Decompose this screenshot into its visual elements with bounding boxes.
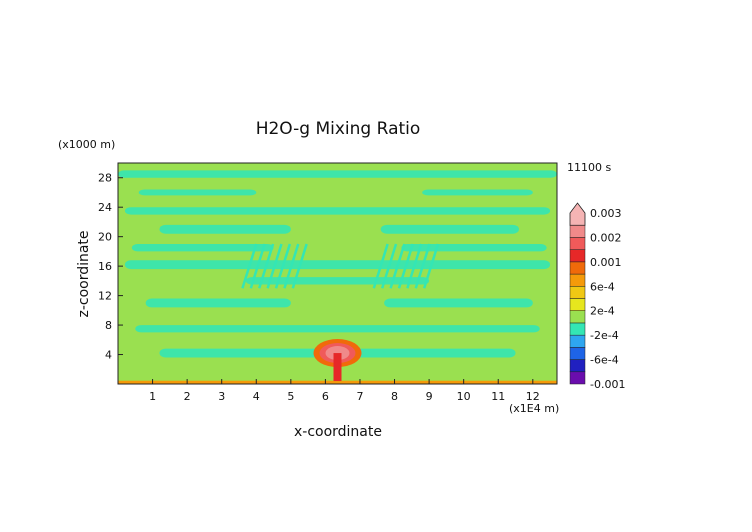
colorbar-swatch xyxy=(569,273,586,287)
field-band xyxy=(131,244,274,252)
time-label: 11100 s xyxy=(567,161,611,174)
colorbar-label: 0.003 xyxy=(590,207,622,220)
field-band xyxy=(389,243,406,289)
field-band xyxy=(414,243,431,289)
x-tick-label: 1 xyxy=(149,390,156,403)
field-band xyxy=(422,243,440,289)
field-band xyxy=(241,243,258,289)
colorbar-swatch xyxy=(569,261,586,275)
field-band xyxy=(249,243,266,289)
y-tick-label: 20 xyxy=(98,231,112,244)
colorbar-swatch xyxy=(569,310,586,324)
field-band xyxy=(258,243,275,289)
field-features xyxy=(118,339,557,384)
heatmap-field xyxy=(118,163,557,384)
colorbar-swatch xyxy=(569,224,586,238)
field-band xyxy=(283,243,300,289)
x-tick-label: 9 xyxy=(426,390,433,403)
colorbar-label: 0.001 xyxy=(590,256,622,269)
y-axis: 4 8 12 16 20 24 28 xyxy=(98,172,123,362)
colorbar-swatch xyxy=(569,286,586,299)
colorbar-swatch xyxy=(569,322,586,336)
colorbar-swatch xyxy=(569,334,586,348)
field-band xyxy=(291,243,308,289)
y-axis-title: z-coordinate xyxy=(76,230,92,317)
colorbar-label: -2e-4 xyxy=(590,329,619,342)
field-band xyxy=(124,207,551,215)
colorbar-swatch xyxy=(569,371,586,385)
chart-title: H2O-g Mixing Ratio xyxy=(256,119,421,139)
field-band xyxy=(397,243,414,289)
field-band xyxy=(274,243,292,289)
field-band xyxy=(145,298,291,308)
colorbar-swatch xyxy=(569,249,586,263)
field-band xyxy=(380,243,398,289)
colorbar: -0.001 -6e-4 -2e-4 2e-4 6e-4 0.001 0.002 0.003 xyxy=(569,202,625,391)
y-tick-label: 4 xyxy=(105,349,112,362)
field-bands xyxy=(118,170,557,358)
x-tick-label: 5 xyxy=(287,390,294,403)
x-tick-label: 2 xyxy=(184,390,191,403)
y-tick-label: 24 xyxy=(98,201,112,214)
x-tick-label: 7 xyxy=(356,390,363,403)
y-tick-label: 16 xyxy=(98,260,112,273)
field-band xyxy=(380,224,519,234)
colorbar-label: -6e-4 xyxy=(590,354,619,367)
colorbar-swatch xyxy=(569,202,586,226)
x-tick-label: 8 xyxy=(391,390,398,403)
field-band xyxy=(422,189,533,196)
colorbar-swatch xyxy=(569,347,586,360)
x-unit-label: (x1E4 m) xyxy=(509,402,559,415)
field-band xyxy=(384,298,533,308)
x-axis-title: x-coordinate xyxy=(294,424,382,440)
field-band xyxy=(124,260,551,270)
colorbar-label: 6e-4 xyxy=(590,280,615,293)
colorbar-swatch xyxy=(569,359,586,373)
field-band xyxy=(138,189,257,196)
field-band xyxy=(159,224,291,234)
x-tick-label: 10 xyxy=(457,390,471,403)
x-tick-label: 6 xyxy=(322,390,329,403)
plot-frame xyxy=(117,162,558,385)
x-tick-label: 12 xyxy=(526,390,540,403)
x-tick-label: 11 xyxy=(491,390,505,403)
field-band xyxy=(372,243,389,289)
x-tick-label: 3 xyxy=(218,390,225,403)
field-band xyxy=(406,243,423,289)
field-band xyxy=(135,325,540,333)
x-axis: 1 2 3 4 5 6 7 8 9 10 11 12 xyxy=(149,379,540,403)
y-tick-label: 8 xyxy=(105,319,112,332)
surface-layer xyxy=(118,380,557,384)
colorbar-swatch xyxy=(569,298,586,311)
field-band xyxy=(118,170,557,178)
field-band xyxy=(401,244,547,252)
y-tick-label: 28 xyxy=(98,172,112,185)
colorbar-label: 2e-4 xyxy=(590,305,615,318)
y-unit-label: (x1000 m) xyxy=(58,138,115,151)
y-tick-label: 12 xyxy=(98,290,112,303)
x-tick-label: 4 xyxy=(253,390,260,403)
colorbar-swatch xyxy=(569,237,586,250)
colorbar-label: -0.001 xyxy=(590,378,625,391)
colorbar-label: 0.002 xyxy=(590,231,622,244)
plume-stem xyxy=(333,353,342,382)
field-band xyxy=(266,243,283,289)
